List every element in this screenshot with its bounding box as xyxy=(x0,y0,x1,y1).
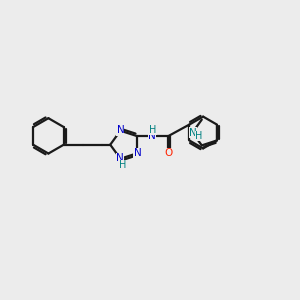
Text: N: N xyxy=(148,131,156,141)
Text: N: N xyxy=(189,128,197,137)
Text: H: H xyxy=(149,124,157,135)
Text: H: H xyxy=(195,131,203,141)
Text: N: N xyxy=(134,148,141,158)
Text: H: H xyxy=(119,160,127,170)
Text: N: N xyxy=(116,153,124,164)
Text: N: N xyxy=(116,125,124,135)
Text: O: O xyxy=(164,148,172,158)
